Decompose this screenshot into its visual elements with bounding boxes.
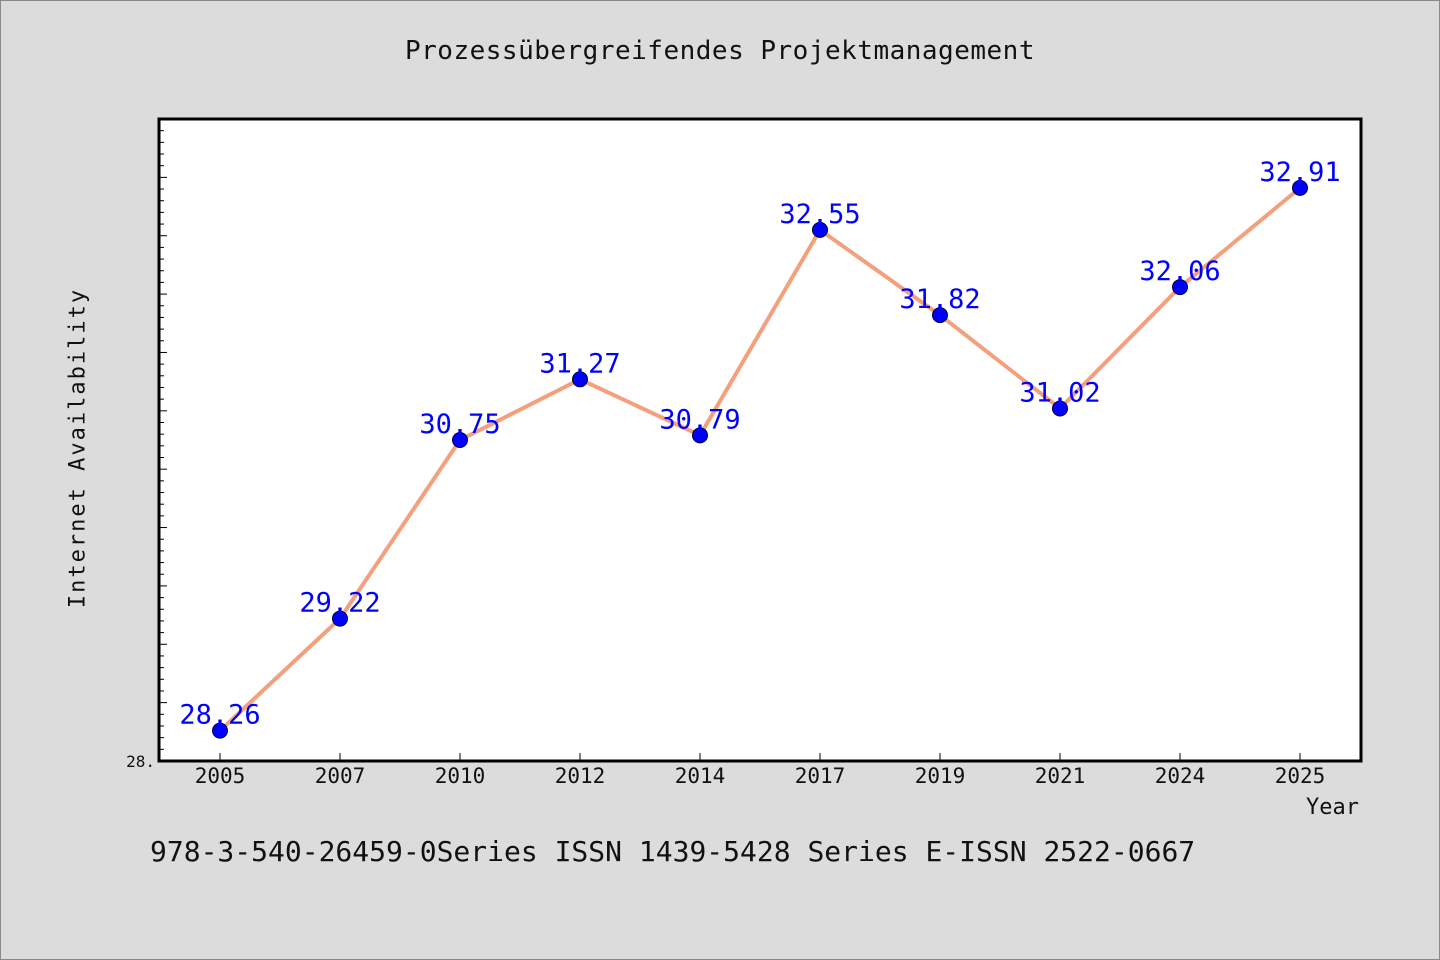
data-point xyxy=(452,432,468,448)
series-layer: 28.26 29.22 30.75 31.27 30.79 32.55 31.82 31.02… xyxy=(179,157,1341,739)
x-tick-label: 2017 xyxy=(795,764,846,788)
x-tick-label: 2021 xyxy=(1035,764,1086,788)
x-axis-label: Year xyxy=(1306,795,1359,820)
data-label: 29.22 xyxy=(299,588,380,619)
data-label: 30.75 xyxy=(419,409,500,440)
data-point xyxy=(1292,179,1308,196)
data-label: 31.82 xyxy=(899,284,980,315)
x-axis-ticks: 2005 2007 2010 2012 2014 2017 2019 2021 2024 2025 xyxy=(195,753,1326,788)
data-label: 32.55 xyxy=(779,199,860,230)
data-point xyxy=(572,371,588,388)
x-tick-label: 2014 xyxy=(675,764,726,788)
y-axis-ticks: 28. xyxy=(126,130,167,771)
x-tick-label: 2005 xyxy=(195,764,246,788)
data-label: 31.27 xyxy=(539,348,620,379)
footer-note: 978-3-540-26459-0Series ISSN 1439-5428 S… xyxy=(150,835,1196,868)
data-point xyxy=(1172,279,1188,296)
data-point xyxy=(932,307,948,324)
data-label: 32.06 xyxy=(1139,256,1220,287)
data-label: 32.91 xyxy=(1259,157,1340,188)
data-point xyxy=(1052,400,1068,417)
y-tick-label: 28. xyxy=(126,752,155,771)
data-point xyxy=(692,427,708,444)
x-tick-label: 2019 xyxy=(915,764,966,788)
series-line xyxy=(218,186,1302,733)
data-label: 28.26 xyxy=(179,700,260,731)
x-tick-label: 2024 xyxy=(1155,764,1206,788)
x-tick-label: 2010 xyxy=(435,764,486,788)
data-label: 31.02 xyxy=(1019,377,1100,408)
data-point xyxy=(212,722,228,739)
x-tick-label: 2025 xyxy=(1275,764,1326,788)
data-point xyxy=(332,610,348,627)
data-label: 30.79 xyxy=(659,404,740,435)
chart-title: Prozessübergreifendes Projektmanagement xyxy=(405,36,1035,66)
data-point xyxy=(812,221,828,238)
plot-area xyxy=(157,117,1363,763)
x-tick-label: 2007 xyxy=(315,764,366,788)
x-tick-label: 2012 xyxy=(555,764,606,788)
